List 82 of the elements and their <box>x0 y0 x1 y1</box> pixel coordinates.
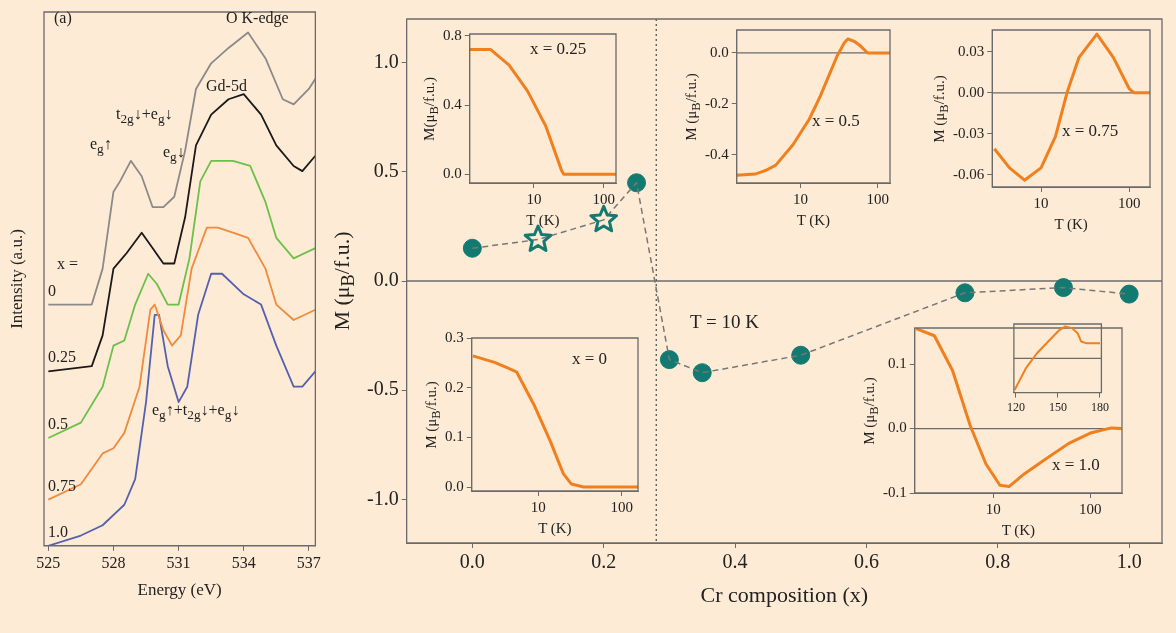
annotation: x = <box>57 255 79 272</box>
x-tick-label: 528 <box>101 553 126 571</box>
x-tick-label: 1.0 <box>1116 550 1142 573</box>
point <box>1119 284 1139 304</box>
y-tick-label: 0.0 <box>443 165 462 182</box>
annotation: e$_{g}$↑+t$_{2g}$↓+e$_{g}$↓ <box>152 401 240 423</box>
y-axis-title: Intensity (a.u.) <box>6 229 25 329</box>
x-tick-label: 150 <box>1048 399 1067 414</box>
annotation: Gd-5d <box>206 77 247 94</box>
y-tick-label: 0.0 <box>888 419 907 436</box>
y-tick-label: -1.0 <box>366 486 399 509</box>
x-tick-label: 525 <box>36 553 61 571</box>
x-tick-label: 531 <box>166 553 191 571</box>
y-tick-label: 0.4 <box>443 95 463 112</box>
x-tick-label: 0.8 <box>985 550 1011 573</box>
y-tick-label: 0.5 <box>373 159 399 182</box>
x-axis-title: T (K) <box>526 212 560 228</box>
x-tick-label: 120 <box>1006 399 1025 414</box>
annotation: x = 0.25 <box>530 39 587 58</box>
point <box>462 238 482 258</box>
point <box>1053 278 1073 298</box>
series-label: 1.0 <box>48 523 68 540</box>
point <box>589 204 619 233</box>
point <box>692 363 712 383</box>
x-tick-label: 10 <box>530 498 546 515</box>
x-tick-label: 10 <box>526 190 542 207</box>
text: O K-edge <box>226 9 289 26</box>
y-tick-label: -0.2 <box>705 94 729 111</box>
x-tick-label: 0.4 <box>722 550 748 573</box>
annotation: T = 10 K <box>690 311 759 332</box>
y-tick-label: 0.1 <box>888 355 907 372</box>
y-tick-label: -0.06 <box>953 165 985 182</box>
y-tick-label: 0.2 <box>445 378 464 395</box>
series-label: 0.75 <box>48 476 76 494</box>
annotation: e$_{g}$↓ <box>163 143 185 165</box>
y-tick-label: 0.0 <box>445 477 464 494</box>
point <box>791 345 811 365</box>
x-axis-title: T (K) <box>1001 522 1036 538</box>
x-tick-label: 100 <box>592 190 615 207</box>
y-tick-label: 0.8 <box>443 26 462 43</box>
point <box>955 283 975 303</box>
x-axis-title: Energy (eV) <box>137 580 222 599</box>
annotation: t$_{2g}$↓+e$_{g}$↓ <box>116 105 173 127</box>
annotation: x = 1.0 <box>1052 455 1100 474</box>
y-tick-label: 0.03 <box>958 42 985 59</box>
y-tick-label: -0.5 <box>366 377 399 400</box>
y-tick-label: 0.0 <box>710 43 729 60</box>
x-tick-label: 100 <box>866 190 890 207</box>
annotation: x = 0 <box>572 349 608 368</box>
x-axis-title: T (K) <box>796 212 831 228</box>
y-tick-label: -0.1 <box>883 483 907 500</box>
point <box>627 173 647 193</box>
x-axis-title: T (K) <box>1054 216 1088 232</box>
y-tick-label: 1.0 <box>373 49 399 72</box>
series-label: 0.5 <box>48 415 68 433</box>
y-tick-label: 0.00 <box>958 83 985 100</box>
y-tick-label: -0.03 <box>953 124 985 141</box>
y-tick-label: 0.0 <box>373 268 399 291</box>
annotation: x = 0.75 <box>1062 121 1119 140</box>
y-tick-label: 0.1 <box>445 428 464 445</box>
x-tick-label: 10 <box>985 500 1001 517</box>
x-tick-label: 0.6 <box>853 550 879 573</box>
x-tick-label: 100 <box>610 498 633 515</box>
x-tick-label: 537 <box>296 553 321 571</box>
annotation: x = 0.5 <box>812 111 860 130</box>
x-tick-label: 180 <box>1091 399 1109 414</box>
x-tick-label: 10 <box>1033 194 1049 211</box>
series-label: 0.25 <box>48 348 76 366</box>
y-tick-label: -0.4 <box>705 145 730 162</box>
y-tick-label: 0.3 <box>445 328 464 345</box>
x-tick-label: 0.2 <box>591 550 617 573</box>
x-tick-label: 0.0 <box>459 550 485 573</box>
x-axis-title: T (K) <box>538 520 572 536</box>
annotation: e$_{g}$↑ <box>90 135 112 157</box>
x-tick-label: 100 <box>1117 194 1141 211</box>
text: (a) <box>54 9 72 26</box>
x-axis-title: Cr composition (x) <box>700 582 869 607</box>
x-tick-label: 100 <box>1079 500 1102 517</box>
series-label: 0 <box>48 281 56 299</box>
x-tick-label: 534 <box>231 553 256 571</box>
point <box>659 350 679 370</box>
x-tick-label: 10 <box>792 190 808 207</box>
